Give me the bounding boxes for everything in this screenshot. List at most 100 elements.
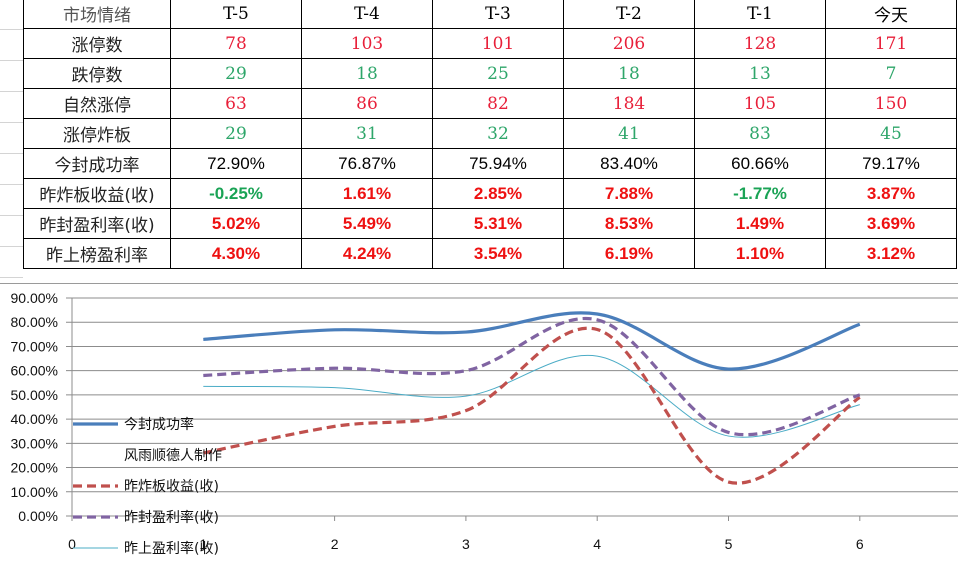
x-tick-label: 6 bbox=[856, 536, 864, 552]
table-row: 今封成功率 72.90% 76.87% 75.94% 83.40% 60.66% 79.17… bbox=[23, 148, 957, 179]
legend-label: 昨上盈利率(收) bbox=[124, 540, 219, 557]
table-cell[interactable]: 184 bbox=[563, 88, 695, 119]
y-tick-label: 50.00% bbox=[11, 387, 58, 403]
table-cell[interactable]: 4.30% bbox=[170, 238, 302, 269]
column-header[interactable]: T-3 bbox=[432, 0, 564, 29]
y-tick-label: 20.00% bbox=[11, 460, 58, 476]
table-cell[interactable]: 3.12% bbox=[825, 238, 957, 269]
table-cell[interactable]: 18 bbox=[301, 58, 433, 89]
x-tick-label: 2 bbox=[331, 536, 339, 552]
y-tick-label: 80.00% bbox=[11, 314, 58, 330]
table-row: 昨炸板收益(收) -0.25% 1.61% 2.85% 7.88% -1.77% 3.87% bbox=[23, 178, 957, 209]
table-row: 自然涨停 63 86 82 184 105 150 bbox=[23, 88, 957, 119]
table-cell[interactable]: 7 bbox=[825, 58, 957, 89]
table-row: 昨封盈利率(收) 5.02% 5.49% 5.31% 8.53% 1.49% 3.69% bbox=[23, 208, 957, 239]
table-cell[interactable]: 128 bbox=[694, 28, 826, 59]
table-cell[interactable]: 31 bbox=[301, 118, 433, 149]
row-label[interactable]: 昨炸板收益(收) bbox=[23, 178, 171, 209]
x-tick-label: 3 bbox=[462, 536, 470, 552]
y-tick-label: 60.00% bbox=[11, 363, 58, 379]
table-cell[interactable]: 45 bbox=[825, 118, 957, 149]
chart-canvas: 0.00% 10.00% 20.00% 30.00% 40.00% 50.00% 60.00… bbox=[11, 290, 958, 557]
sheet-gridlines bbox=[0, 0, 23, 280]
table-cell[interactable]: -1.77% bbox=[694, 178, 826, 209]
column-header[interactable]: T-2 bbox=[563, 0, 695, 29]
legend-label: 今封成功率 bbox=[124, 416, 194, 433]
table-cell[interactable]: 103 bbox=[301, 28, 433, 59]
series-line-0 bbox=[203, 311, 861, 371]
market-sentiment-table: 市场情绪 T-5 T-4 T-3 T-2 T-1 今天 涨停数 78 103 101 206 128 17… bbox=[23, 0, 957, 269]
table-cell[interactable]: 82 bbox=[432, 88, 564, 119]
y-tick-label: 0.00% bbox=[18, 508, 58, 524]
table-row: 昨上榜盈利率 4.30% 4.24% 3.54% 6.19% 1.10% 3.12% bbox=[23, 238, 957, 269]
y-tick-label: 90.00% bbox=[11, 290, 58, 306]
table-cell[interactable]: 60.66% bbox=[694, 148, 826, 179]
table-cell[interactable]: 1.61% bbox=[301, 178, 433, 209]
series-line-3 bbox=[203, 316, 861, 437]
table-cell[interactable]: 3.87% bbox=[825, 178, 957, 209]
table-cell[interactable]: 63 bbox=[170, 88, 302, 119]
table-cell[interactable]: 72.90% bbox=[170, 148, 302, 179]
legend-label: 昨封盈利率(收) bbox=[124, 509, 219, 526]
table-cell[interactable]: 5.49% bbox=[301, 208, 433, 239]
header-label[interactable]: 市场情绪 bbox=[23, 0, 171, 29]
table-cell[interactable]: 41 bbox=[563, 118, 695, 149]
x-tick-label: 5 bbox=[725, 536, 733, 552]
table-cell[interactable]: 25 bbox=[432, 58, 564, 89]
table-cell[interactable]: 105 bbox=[694, 88, 826, 119]
column-header[interactable]: T-5 bbox=[170, 0, 302, 29]
column-header[interactable]: T-4 bbox=[301, 0, 433, 29]
table-cell[interactable]: 3.54% bbox=[432, 238, 564, 269]
legend-label: 风雨顺德人制作 bbox=[124, 448, 222, 464]
table-cell[interactable]: 206 bbox=[563, 28, 695, 59]
table-cell[interactable]: 18 bbox=[563, 58, 695, 89]
series-line-4 bbox=[203, 354, 860, 438]
table-cell[interactable]: 75.94% bbox=[432, 148, 564, 179]
table-cell[interactable]: 78 bbox=[170, 28, 302, 59]
table-cell[interactable]: 171 bbox=[825, 28, 957, 59]
row-label[interactable]: 昨封盈利率(收) bbox=[23, 208, 171, 239]
table-cell[interactable]: 79.17% bbox=[825, 148, 957, 179]
line-chart: 0.00% 10.00% 20.00% 30.00% 40.00% 50.00% 60.00… bbox=[0, 283, 958, 564]
series-line-2 bbox=[202, 326, 861, 485]
table-cell[interactable]: 8.53% bbox=[563, 208, 695, 239]
table-cell[interactable]: 2.85% bbox=[432, 178, 564, 209]
table-cell[interactable]: 4.24% bbox=[301, 238, 433, 269]
table-cell[interactable]: 83.40% bbox=[563, 148, 695, 179]
table-cell[interactable]: 5.02% bbox=[170, 208, 302, 239]
y-tick-label: 40.00% bbox=[11, 411, 58, 427]
table-cell[interactable]: 6.19% bbox=[563, 238, 695, 269]
column-header[interactable]: T-1 bbox=[694, 0, 826, 29]
table-row: 涨停数 78 103 101 206 128 171 bbox=[23, 28, 957, 59]
row-label[interactable]: 自然涨停 bbox=[23, 88, 171, 119]
table-cell[interactable]: 76.87% bbox=[301, 148, 433, 179]
table-cell[interactable]: 13 bbox=[694, 58, 826, 89]
column-header[interactable]: 今天 bbox=[825, 0, 957, 29]
table-cell[interactable]: 1.10% bbox=[694, 238, 826, 269]
y-tick-label: 10.00% bbox=[11, 484, 58, 500]
table-cell[interactable]: 7.88% bbox=[563, 178, 695, 209]
table-cell[interactable]: 86 bbox=[301, 88, 433, 119]
x-tick-label: 4 bbox=[593, 536, 601, 552]
table-row: 涨停炸板 29 31 32 41 83 45 bbox=[23, 118, 957, 149]
table-cell[interactable]: 101 bbox=[432, 28, 564, 59]
table-cell[interactable]: 5.31% bbox=[432, 208, 564, 239]
table-cell[interactable]: 32 bbox=[432, 118, 564, 149]
row-label[interactable]: 昨上榜盈利率 bbox=[23, 238, 171, 269]
y-tick-label: 30.00% bbox=[11, 435, 58, 451]
table-cell[interactable]: 3.69% bbox=[825, 208, 957, 239]
row-label[interactable]: 今封成功率 bbox=[23, 148, 171, 179]
table-cell[interactable]: 83 bbox=[694, 118, 826, 149]
table-cell[interactable]: 29 bbox=[170, 118, 302, 149]
table-cell[interactable]: 150 bbox=[825, 88, 957, 119]
row-label[interactable]: 涨停炸板 bbox=[23, 118, 171, 149]
legend-label: 昨炸板收益(收) bbox=[124, 479, 219, 495]
x-tick-label: 1 bbox=[199, 536, 207, 552]
row-label[interactable]: 涨停数 bbox=[23, 28, 171, 59]
table-row: 跌停数 29 18 25 18 13 7 bbox=[23, 58, 957, 89]
x-tick-label: 0 bbox=[68, 536, 76, 552]
table-cell[interactable]: -0.25% bbox=[170, 178, 302, 209]
row-label[interactable]: 跌停数 bbox=[23, 58, 171, 89]
table-cell[interactable]: 1.49% bbox=[694, 208, 826, 239]
table-cell[interactable]: 29 bbox=[170, 58, 302, 89]
